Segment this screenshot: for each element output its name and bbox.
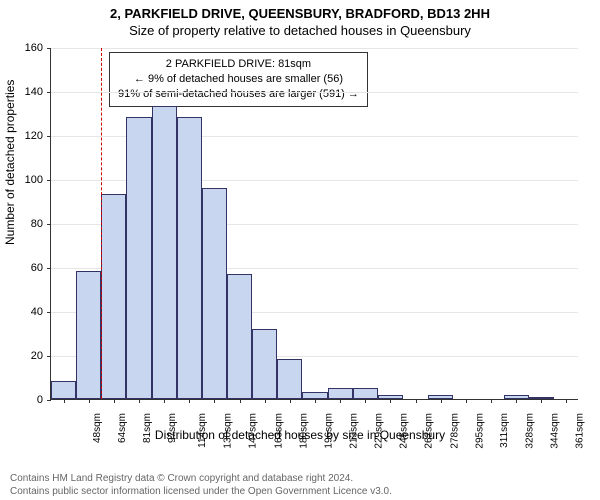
histogram-bar (76, 271, 101, 399)
histogram-bar (101, 194, 126, 399)
histogram-bar (177, 117, 202, 399)
x-axis-title: Distribution of detached houses by size … (0, 428, 600, 442)
y-tick-label: 120 (25, 131, 43, 142)
annotation-line: 2 PARKFIELD DRIVE: 81sqm (118, 57, 359, 72)
histogram-bar (227, 274, 252, 399)
page-subtitle: Size of property relative to detached ho… (0, 23, 600, 38)
y-tick-label: 40 (31, 307, 43, 318)
histogram-bar (277, 359, 302, 399)
y-tick-label: 60 (31, 263, 43, 274)
annotation-box: 2 PARKFIELD DRIVE: 81sqm← 9% of detached… (109, 52, 368, 107)
footer-line-2: Contains public sector information licen… (10, 486, 590, 499)
footer-attribution: Contains HM Land Registry data © Crown c… (0, 473, 600, 498)
marker-line (101, 48, 102, 399)
histogram-bar (353, 388, 378, 399)
annotation-line: ← 9% of detached houses are smaller (56) (118, 72, 359, 87)
histogram-bar (252, 329, 277, 399)
footer-line-1: Contains HM Land Registry data © Crown c… (10, 473, 590, 486)
annotation-line: 91% of semi-detached houses are larger (… (118, 87, 359, 102)
y-tick-label: 0 (37, 395, 43, 406)
histogram-bar (126, 117, 151, 399)
page-title: 2, PARKFIELD DRIVE, QUEENSBURY, BRADFORD… (0, 6, 600, 21)
histogram-bar (51, 381, 76, 399)
y-axis-title: Number of detached properties (3, 80, 17, 245)
y-tick-label: 20 (31, 351, 43, 362)
title-block: 2, PARKFIELD DRIVE, QUEENSBURY, BRADFORD… (0, 0, 600, 38)
y-tick-label: 80 (31, 219, 43, 230)
histogram-bar (302, 392, 327, 399)
histogram-bar (152, 106, 177, 399)
plot-area: 2 PARKFIELD DRIVE: 81sqm← 9% of detached… (50, 48, 578, 400)
histogram-chart: Number of detached properties 2 PARKFIEL… (0, 44, 600, 446)
histogram-bar (328, 388, 353, 399)
y-tick-label: 140 (25, 87, 43, 98)
gridline (51, 92, 578, 93)
histogram-bar (202, 188, 227, 399)
y-tick-label: 160 (25, 43, 43, 54)
y-tick-label: 100 (25, 175, 43, 186)
gridline (51, 48, 578, 49)
